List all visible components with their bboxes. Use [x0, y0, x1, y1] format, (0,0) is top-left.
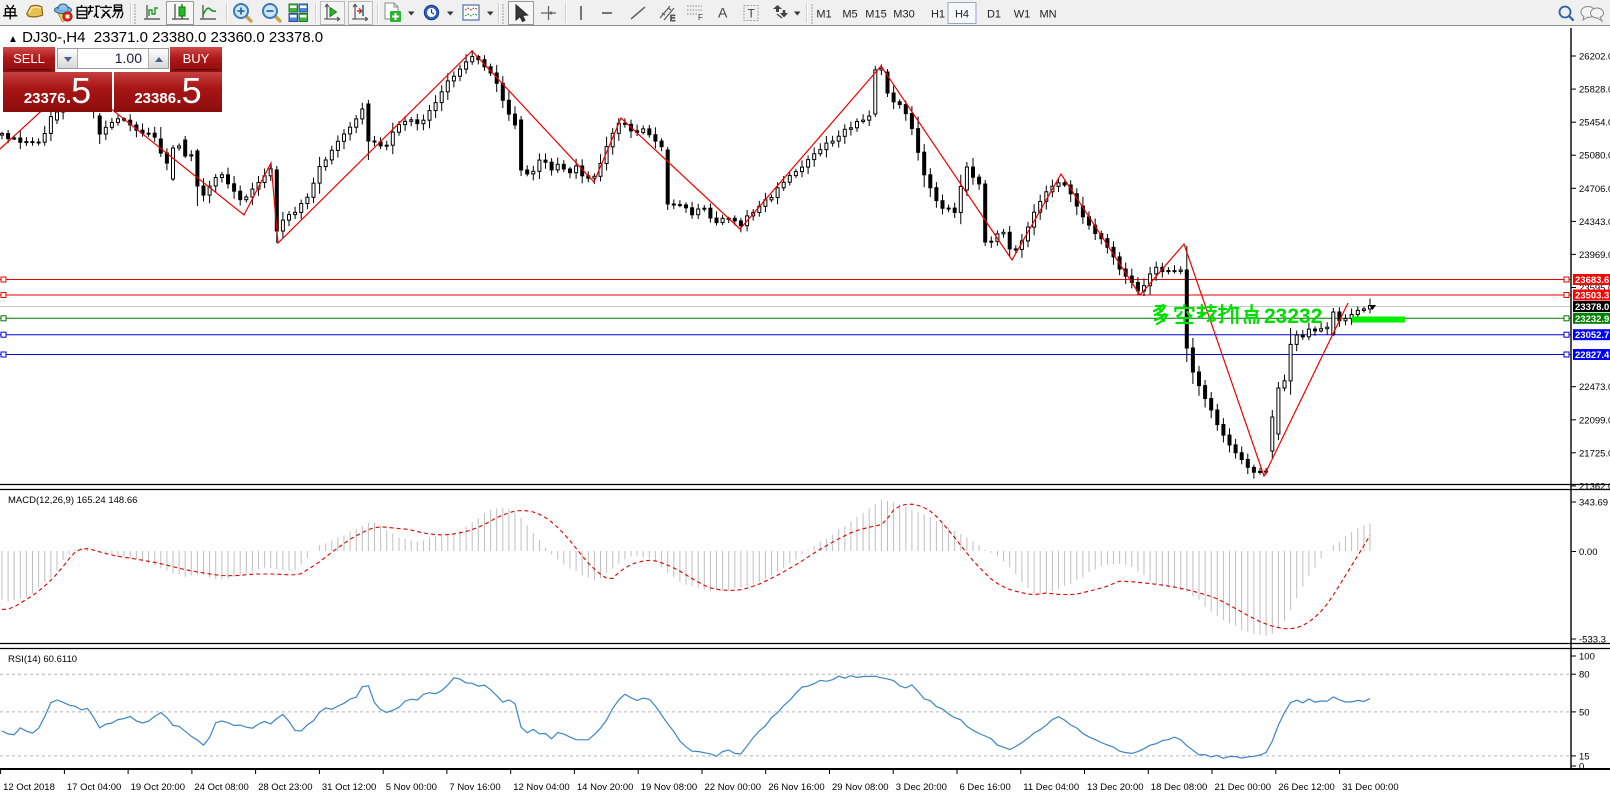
svg-text:E: E	[670, 14, 675, 23]
svg-text:24343.0: 24343.0	[1579, 217, 1610, 228]
svg-text:26 Dec 12:00: 26 Dec 12:00	[1278, 782, 1335, 793]
svg-text:26 Nov 16:00: 26 Nov 16:00	[768, 782, 825, 793]
svg-text:M1: M1	[816, 9, 831, 21]
svg-text:M5: M5	[842, 9, 857, 21]
svg-text:25828.0: 25828.0	[1579, 85, 1610, 96]
svg-text:343.69: 343.69	[1579, 498, 1608, 509]
svg-text:22473.0: 22473.0	[1579, 382, 1610, 393]
svg-text:50: 50	[1579, 707, 1590, 718]
svg-text:17 Oct 04:00: 17 Oct 04:00	[67, 782, 121, 793]
svg-text:T: T	[748, 7, 756, 21]
svg-text:21 Dec 00:00: 21 Dec 00:00	[1215, 782, 1272, 793]
svg-text:23232.9: 23232.9	[1575, 314, 1609, 325]
svg-text:100: 100	[1579, 652, 1595, 663]
svg-text:F: F	[698, 13, 703, 22]
svg-text:15: 15	[1579, 751, 1590, 762]
svg-text:18 Dec 08:00: 18 Dec 08:00	[1151, 782, 1208, 793]
svg-text:22099.0: 22099.0	[1579, 415, 1610, 426]
svg-text:D1: D1	[987, 9, 1001, 21]
svg-text:26202.0: 26202.0	[1579, 52, 1610, 63]
svg-text:RSI(14) 60.6110: RSI(14) 60.6110	[8, 654, 77, 665]
svg-text:6 Dec 16:00: 6 Dec 16:00	[960, 782, 1011, 793]
svg-text:M30: M30	[893, 9, 914, 21]
svg-text:13 Dec 20:00: 13 Dec 20:00	[1087, 782, 1144, 793]
svg-text:22827.4: 22827.4	[1575, 350, 1610, 361]
svg-text:25454.0: 25454.0	[1579, 118, 1610, 129]
svg-text:31 Oct 12:00: 31 Oct 12:00	[322, 782, 376, 793]
svg-text:0: 0	[1579, 762, 1584, 773]
svg-text:23378.0: 23378.0	[1575, 302, 1609, 313]
svg-text:28 Oct 23:00: 28 Oct 23:00	[258, 782, 312, 793]
svg-text:11 Dec 04:00: 11 Dec 04:00	[1023, 782, 1079, 793]
svg-text:MACD(12,26,9) 165.24 148.66: MACD(12,26,9) 165.24 148.66	[8, 495, 137, 506]
svg-text:H4: H4	[955, 9, 969, 21]
svg-text:3 Dec 20:00: 3 Dec 20:00	[896, 782, 947, 793]
svg-text:12 Oct 2018: 12 Oct 2018	[3, 782, 55, 793]
svg-text:22 Nov 00:00: 22 Nov 00:00	[705, 782, 762, 793]
svg-text:25080.0: 25080.0	[1579, 151, 1610, 162]
svg-text:21362.0: 21362.0	[1579, 481, 1610, 492]
svg-text:23052.7: 23052.7	[1575, 330, 1609, 341]
svg-text:14 Nov 20:00: 14 Nov 20:00	[577, 782, 634, 793]
svg-text:80: 80	[1579, 670, 1590, 681]
svg-text:23683.6: 23683.6	[1575, 275, 1609, 286]
svg-text:23232: 23232	[1264, 305, 1322, 328]
svg-text:W1: W1	[1014, 9, 1031, 21]
svg-text:A: A	[718, 5, 728, 21]
svg-text:H1: H1	[931, 9, 945, 21]
svg-text:12 Nov 04:00: 12 Nov 04:00	[513, 782, 570, 793]
svg-text:24 Oct 08:00: 24 Oct 08:00	[194, 782, 248, 793]
svg-text:23969.0: 23969.0	[1579, 250, 1610, 261]
svg-text:23503.3: 23503.3	[1575, 291, 1609, 302]
svg-text:31 Dec 00:00: 31 Dec 00:00	[1342, 782, 1399, 793]
svg-text:MN: MN	[1039, 9, 1056, 21]
svg-text:-533.3: -533.3	[1579, 635, 1606, 646]
svg-text:M15: M15	[865, 9, 886, 21]
svg-text:7 Nov 16:00: 7 Nov 16:00	[449, 782, 500, 793]
svg-text:0.00: 0.00	[1579, 547, 1598, 558]
svg-text:24706.0: 24706.0	[1579, 184, 1610, 195]
svg-text:19 Nov 08:00: 19 Nov 08:00	[641, 782, 698, 793]
svg-text:29 Nov 08:00: 29 Nov 08:00	[832, 782, 889, 793]
svg-text:23595.0: 23595.0	[1579, 283, 1610, 294]
svg-text:5 Nov 00:00: 5 Nov 00:00	[386, 782, 437, 793]
svg-text:19 Oct 20:00: 19 Oct 20:00	[131, 782, 185, 793]
svg-text:21725.0: 21725.0	[1579, 448, 1610, 459]
